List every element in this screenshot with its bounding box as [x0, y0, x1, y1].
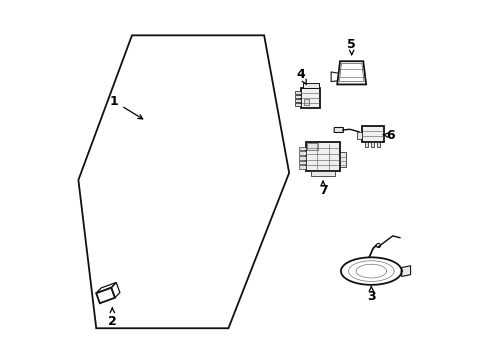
FancyBboxPatch shape [298, 161, 305, 164]
FancyBboxPatch shape [294, 95, 300, 98]
Text: 2: 2 [108, 308, 117, 328]
FancyBboxPatch shape [376, 141, 380, 147]
Text: 3: 3 [366, 287, 375, 303]
FancyBboxPatch shape [311, 171, 334, 176]
Text: 6: 6 [382, 129, 394, 142]
FancyBboxPatch shape [303, 99, 308, 105]
FancyBboxPatch shape [370, 141, 373, 147]
Polygon shape [401, 266, 410, 276]
FancyBboxPatch shape [362, 126, 383, 141]
FancyBboxPatch shape [333, 127, 343, 132]
Text: 7: 7 [318, 181, 327, 197]
FancyBboxPatch shape [298, 156, 305, 159]
FancyBboxPatch shape [298, 152, 305, 155]
FancyBboxPatch shape [357, 132, 362, 139]
FancyBboxPatch shape [300, 88, 320, 108]
FancyBboxPatch shape [339, 153, 346, 167]
FancyBboxPatch shape [305, 143, 339, 171]
Text: 5: 5 [346, 38, 355, 55]
Text: 4: 4 [296, 68, 306, 84]
FancyBboxPatch shape [306, 143, 317, 150]
FancyBboxPatch shape [294, 103, 300, 105]
FancyBboxPatch shape [298, 165, 305, 169]
FancyBboxPatch shape [364, 141, 367, 147]
Text: 1: 1 [109, 95, 142, 119]
FancyBboxPatch shape [302, 83, 318, 88]
FancyBboxPatch shape [294, 91, 300, 94]
FancyBboxPatch shape [294, 99, 300, 102]
FancyBboxPatch shape [298, 147, 305, 150]
